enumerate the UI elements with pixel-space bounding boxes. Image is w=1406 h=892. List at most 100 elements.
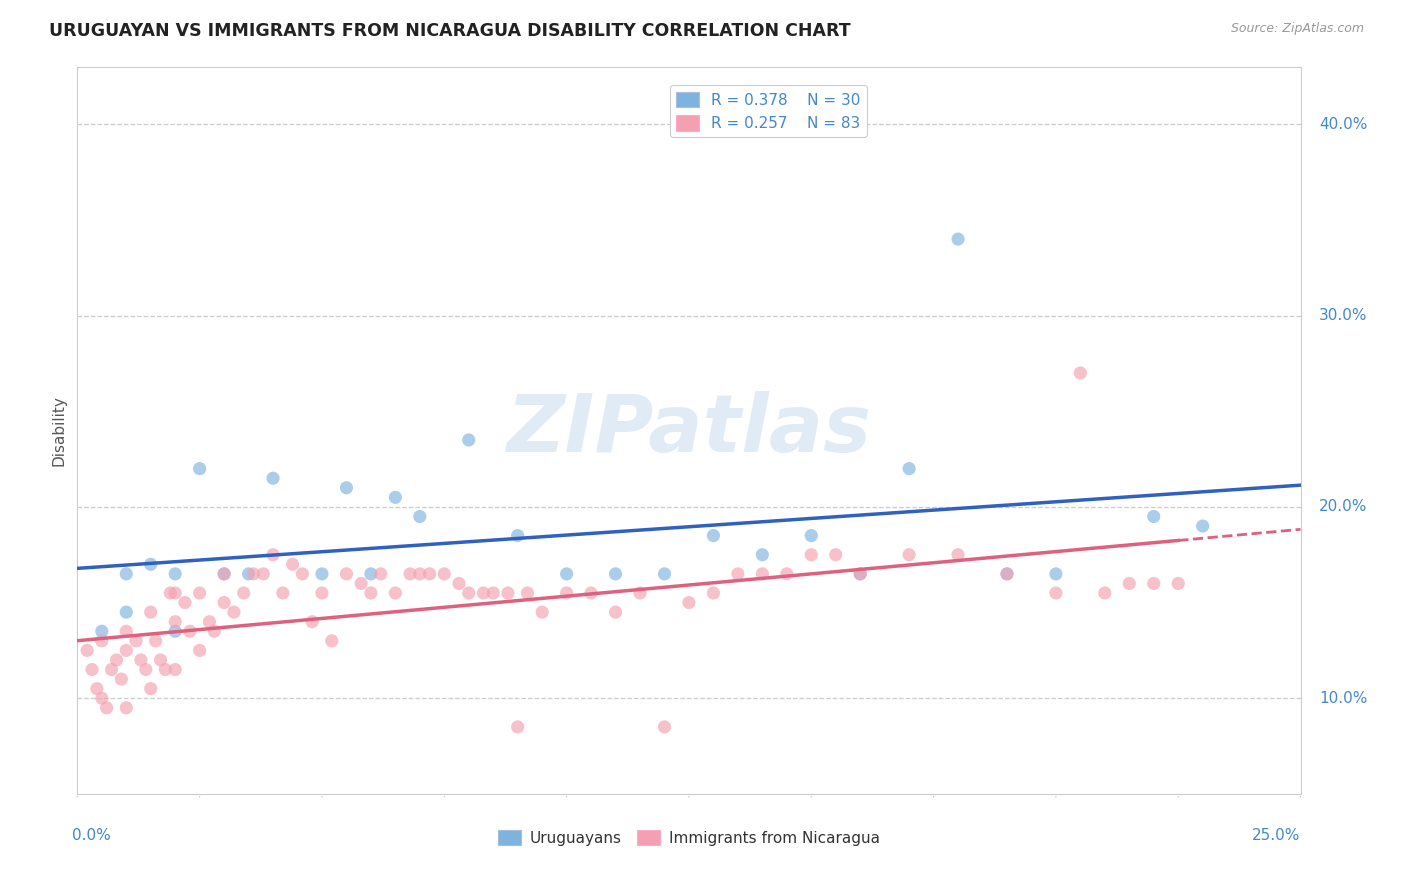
Point bbox=[849, 566, 872, 581]
Point bbox=[335, 566, 357, 581]
Point bbox=[252, 566, 274, 581]
Point bbox=[628, 586, 651, 600]
Point bbox=[262, 471, 284, 485]
Point bbox=[946, 548, 969, 562]
Point bbox=[370, 566, 392, 581]
Point bbox=[135, 663, 157, 677]
Point bbox=[506, 720, 529, 734]
Point bbox=[506, 528, 529, 542]
Point bbox=[1045, 566, 1067, 581]
Point bbox=[115, 605, 138, 619]
Point bbox=[702, 586, 724, 600]
Text: 25.0%: 25.0% bbox=[1253, 829, 1301, 843]
Point bbox=[472, 586, 495, 600]
Point bbox=[350, 576, 373, 591]
Point bbox=[995, 566, 1018, 581]
Point bbox=[188, 461, 211, 475]
Point bbox=[115, 643, 138, 657]
Point bbox=[555, 586, 578, 600]
Point bbox=[447, 576, 470, 591]
Point bbox=[262, 548, 284, 562]
Point bbox=[727, 566, 749, 581]
Point bbox=[776, 566, 799, 581]
Point bbox=[80, 663, 103, 677]
Point bbox=[1167, 576, 1189, 591]
Point bbox=[849, 566, 872, 581]
Text: 0.0%: 0.0% bbox=[73, 829, 111, 843]
Point bbox=[1094, 586, 1116, 600]
Point bbox=[125, 633, 148, 648]
Point bbox=[335, 481, 357, 495]
Point bbox=[433, 566, 456, 581]
Point bbox=[399, 566, 422, 581]
Point bbox=[202, 624, 225, 639]
Point bbox=[139, 558, 162, 572]
Point bbox=[457, 586, 479, 600]
Point bbox=[129, 653, 152, 667]
Y-axis label: Disability: Disability bbox=[51, 395, 66, 466]
Point bbox=[946, 232, 969, 246]
Point bbox=[115, 566, 138, 581]
Point bbox=[555, 566, 578, 581]
Point bbox=[86, 681, 108, 696]
Point bbox=[212, 596, 235, 610]
Point bbox=[165, 586, 187, 600]
Point bbox=[90, 691, 112, 706]
Point bbox=[291, 566, 314, 581]
Point bbox=[1191, 519, 1213, 533]
Point bbox=[165, 624, 187, 639]
Point bbox=[800, 548, 823, 562]
Point bbox=[115, 700, 138, 714]
Point bbox=[100, 663, 122, 677]
Point bbox=[212, 566, 235, 581]
Point bbox=[179, 624, 201, 639]
Point bbox=[232, 586, 254, 600]
Point bbox=[1069, 366, 1091, 380]
Point bbox=[995, 566, 1018, 581]
Legend: Uruguayans, Immigrants from Nicaragua: Uruguayans, Immigrants from Nicaragua bbox=[492, 823, 886, 852]
Point bbox=[1118, 576, 1140, 591]
Point bbox=[678, 596, 700, 610]
Point bbox=[482, 586, 505, 600]
Point bbox=[898, 461, 921, 475]
Point bbox=[96, 700, 118, 714]
Point bbox=[165, 615, 187, 629]
Text: 10.0%: 10.0% bbox=[1319, 690, 1367, 706]
Point bbox=[155, 663, 177, 677]
Point bbox=[496, 586, 519, 600]
Point bbox=[751, 566, 773, 581]
Point bbox=[409, 509, 432, 524]
Point bbox=[321, 633, 343, 648]
Point bbox=[311, 566, 333, 581]
Point bbox=[1143, 576, 1166, 591]
Point bbox=[271, 586, 294, 600]
Point bbox=[384, 586, 406, 600]
Point bbox=[898, 548, 921, 562]
Text: ZIPatlas: ZIPatlas bbox=[506, 392, 872, 469]
Point bbox=[105, 653, 128, 667]
Text: Source: ZipAtlas.com: Source: ZipAtlas.com bbox=[1230, 22, 1364, 36]
Point bbox=[702, 528, 724, 542]
Point bbox=[531, 605, 554, 619]
Point bbox=[281, 558, 304, 572]
Point bbox=[800, 528, 823, 542]
Point bbox=[145, 633, 167, 648]
Point bbox=[76, 643, 98, 657]
Text: 40.0%: 40.0% bbox=[1319, 117, 1367, 132]
Point bbox=[165, 663, 187, 677]
Point bbox=[419, 566, 441, 581]
Point bbox=[605, 566, 627, 581]
Text: URUGUAYAN VS IMMIGRANTS FROM NICARAGUA DISABILITY CORRELATION CHART: URUGUAYAN VS IMMIGRANTS FROM NICARAGUA D… bbox=[49, 22, 851, 40]
Point bbox=[360, 566, 382, 581]
Point bbox=[238, 566, 260, 581]
Point bbox=[360, 586, 382, 600]
Point bbox=[605, 605, 627, 619]
Point bbox=[149, 653, 172, 667]
Point bbox=[1143, 509, 1166, 524]
Point bbox=[457, 433, 479, 447]
Point bbox=[384, 491, 406, 505]
Point bbox=[188, 586, 211, 600]
Point bbox=[198, 615, 221, 629]
Point bbox=[301, 615, 323, 629]
Point bbox=[751, 548, 773, 562]
